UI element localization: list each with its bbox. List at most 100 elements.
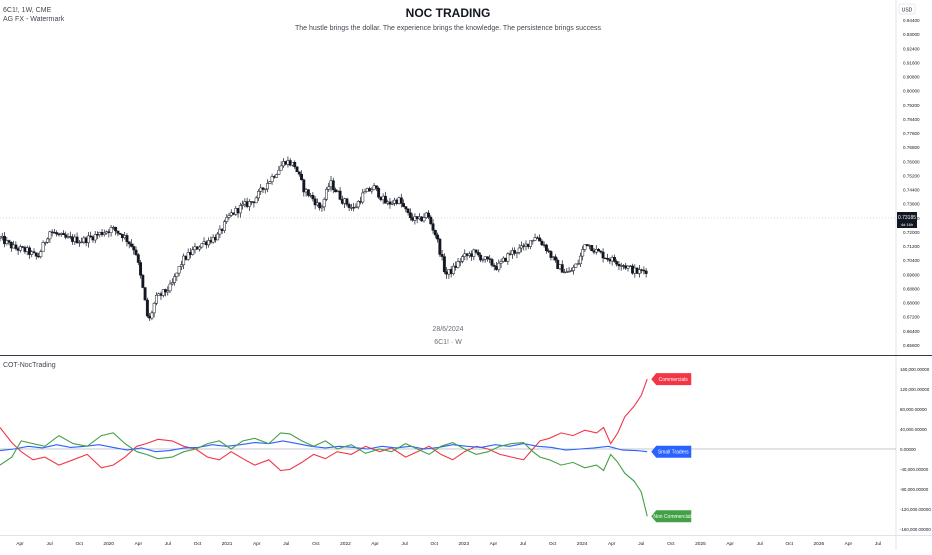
time-tick-label: Apr <box>726 541 734 547</box>
candle-body <box>263 188 267 190</box>
candle-body <box>370 189 374 192</box>
price-tick-label: 0.94400 <box>903 18 920 23</box>
candle-body <box>300 173 303 181</box>
price-tick-label: 0.91600 <box>903 60 920 65</box>
candle-body <box>615 261 619 265</box>
candle-body <box>390 203 394 205</box>
candle-body <box>374 185 378 189</box>
series-label-text: Commercials <box>659 377 689 383</box>
candle-body <box>227 215 231 218</box>
cot-tick-label: 80,000.00000 <box>900 407 927 412</box>
candle-body <box>490 259 494 266</box>
candle-body <box>531 240 535 242</box>
candle-body <box>356 201 360 208</box>
candle-body <box>363 191 367 194</box>
candle-body <box>529 240 532 247</box>
candle-body <box>62 233 65 235</box>
candle-body <box>218 228 222 235</box>
candle-body <box>540 240 544 245</box>
candle-body <box>177 266 181 274</box>
last-price-badge: 0.73185 4d 16h <box>897 212 917 228</box>
candle-body <box>327 186 331 190</box>
watermark-symbol: 6C1! · W <box>434 339 462 346</box>
candle-body <box>41 242 45 252</box>
currency-badge[interactable]: USD <box>898 3 916 15</box>
price-tick-label: 0.69600 <box>903 272 920 277</box>
price-tick-label: 0.74400 <box>903 188 920 193</box>
candle-body <box>637 269 641 274</box>
candle-body <box>34 252 38 257</box>
candle-body <box>481 259 485 261</box>
candle-body <box>331 180 335 190</box>
symbol-info[interactable]: 6C1!, 1W, CME <box>3 7 52 14</box>
candle-body <box>361 192 365 203</box>
candle-body <box>302 179 306 193</box>
candle-body <box>549 251 553 258</box>
watermark-label[interactable]: AG FX - Watermark <box>3 16 65 23</box>
watermark-date: 28/6/2024 <box>432 326 464 333</box>
time-tick-label: Apr <box>135 541 143 547</box>
indicator-name[interactable]: COT-NocTrading <box>3 362 56 369</box>
candle-body <box>306 189 310 196</box>
price-tick-label: 0.77600 <box>903 131 920 136</box>
candle-body <box>30 251 34 255</box>
candle-body <box>109 227 113 233</box>
time-tick-label: Oct <box>430 541 438 547</box>
time-tick-label: Apr <box>253 541 261 547</box>
candle-body <box>574 263 578 268</box>
time-tick-label: Jul <box>638 541 644 547</box>
price-axis[interactable]: 0.94400 0.93000 0.92400 0.91600 0.90800 0.800… <box>903 18 920 348</box>
last-price-value: 0.73185 <box>898 215 916 221</box>
candle-body <box>93 234 97 241</box>
candle-body <box>451 265 455 274</box>
candle-body <box>7 240 11 243</box>
price-tick-label: 0.67200 <box>903 315 920 320</box>
candle-body <box>560 264 564 273</box>
candle-body <box>576 263 580 265</box>
candle-body <box>132 246 136 251</box>
candle-body <box>80 241 84 244</box>
price-tick-label: 0.76800 <box>903 145 920 150</box>
time-tick-label: 2024 <box>577 541 588 547</box>
candle-body <box>102 232 106 236</box>
price-tick-label: 0.90800 <box>903 75 920 80</box>
time-tick-label: 2022 <box>340 541 351 547</box>
candle-body <box>21 246 25 248</box>
time-tick-label: Jul <box>283 541 289 547</box>
cot-tick-label: 160,000.00000 <box>900 367 930 372</box>
time-tick-label: Apr <box>845 541 853 547</box>
candle-body <box>152 303 156 314</box>
cot-tick-label: 120,000.00000 <box>900 387 930 392</box>
candle-body <box>533 237 537 241</box>
candle-body <box>161 289 165 296</box>
candle-body <box>179 264 183 267</box>
chart-subtitle: The hustle brings the dollar. The experi… <box>295 25 601 32</box>
candle-body <box>170 282 174 285</box>
candle-body <box>127 241 131 245</box>
time-tick-label: 2023 <box>458 541 469 547</box>
candle-body <box>429 216 433 224</box>
time-axis[interactable]: Apr Jul Oct 2020 Apr Jul Oct 2021 Apr Jul Oct 2022 A… <box>16 541 881 547</box>
candle-body <box>225 217 229 222</box>
candle-body <box>175 272 179 277</box>
candle-body <box>590 245 594 252</box>
candle-body <box>383 195 387 204</box>
cot-tick-label: -40,000.00000 <box>900 467 929 472</box>
time-tick-label: Apr <box>371 541 379 547</box>
price-tick-label: 0.71200 <box>903 244 920 249</box>
cot-axis[interactable]: 160,000.00000 120,000.00000 80,000.00000 40… <box>900 367 931 532</box>
time-tick-label: Oct <box>667 541 675 547</box>
candle-body <box>642 269 646 272</box>
candle-body <box>266 183 269 190</box>
candle-body <box>520 245 523 249</box>
candle-body <box>223 221 226 231</box>
candle-body <box>456 261 460 268</box>
candle-body <box>345 198 349 205</box>
candle-body <box>538 237 542 242</box>
candle-body <box>39 251 43 257</box>
price-tick-label: 0.73600 <box>903 202 920 207</box>
candle-body <box>48 231 52 240</box>
time-tick-label: Oct <box>549 541 557 547</box>
candle-body <box>207 240 211 246</box>
